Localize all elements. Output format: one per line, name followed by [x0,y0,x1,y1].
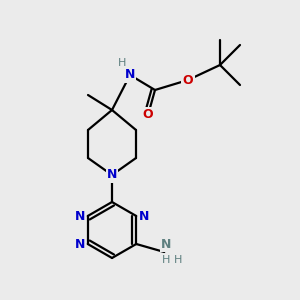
Text: N: N [75,238,85,250]
Text: O: O [143,109,153,122]
Text: N: N [75,209,85,223]
Text: H: H [162,255,170,265]
Text: N: N [139,209,149,223]
Text: N: N [161,238,171,250]
Text: H: H [174,255,182,265]
Text: O: O [183,74,193,86]
Text: N: N [107,169,117,182]
Text: N: N [125,68,135,82]
Text: H: H [118,58,126,68]
